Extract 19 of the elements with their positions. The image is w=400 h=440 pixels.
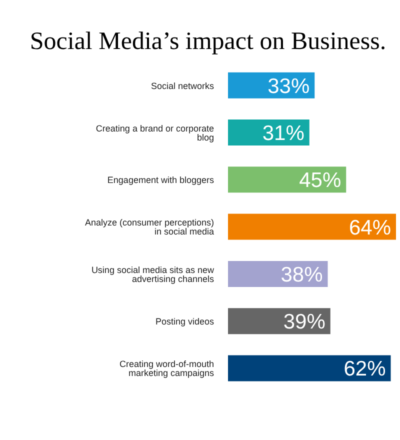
data-label: 31% (262, 122, 304, 145)
data-label: 45% (299, 169, 342, 192)
bar (228, 214, 396, 240)
bar (228, 166, 346, 193)
y-tick-label: Creating a brand or corporate blog (96, 123, 214, 142)
y-tick-label: Using social media sits as new advertising channels (91, 264, 214, 284)
chart-title: Social Media’s impact on Business. (28, 28, 388, 56)
data-label: 62% (344, 358, 386, 381)
data-label: 39% (283, 310, 326, 334)
data-label: 33% (268, 74, 310, 98)
bar (228, 308, 330, 334)
y-tick-label: Analyze (consumer perceptions) in social media (84, 218, 214, 237)
y-tick-label: Creating word-of-mouth marketing campaigns (119, 359, 214, 378)
y-tick-label: Posting videos (155, 316, 214, 326)
data-label: 38% (280, 263, 323, 286)
y-tick-label: Social networks (150, 80, 214, 91)
bar (228, 355, 391, 382)
y-tick-label: Engagement with bloggers (107, 175, 214, 186)
data-label: 64% (348, 216, 391, 240)
